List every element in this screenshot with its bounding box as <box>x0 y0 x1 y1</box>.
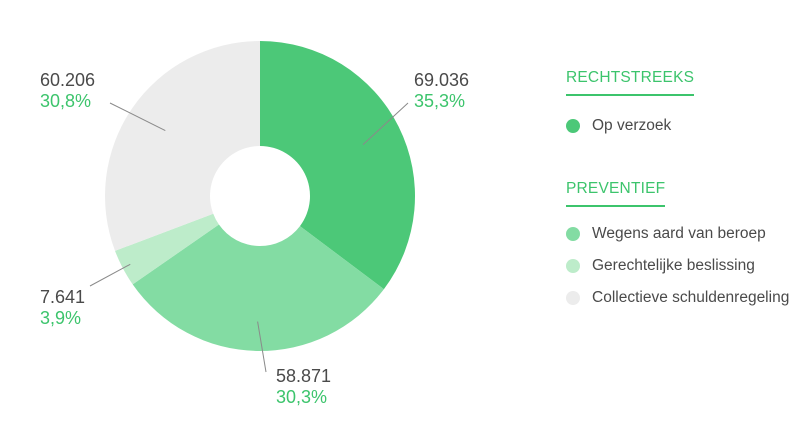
leader-line-wegens-aard-van-beroep <box>257 321 267 373</box>
legend-group-title-preventief: PREVENTIEF <box>566 180 666 207</box>
legend-label: Wegens aard van beroep <box>592 225 766 242</box>
legend-label: Collectieve schuldenregeling <box>592 289 790 306</box>
leader-line-op-verzoek <box>362 102 409 145</box>
percent-label-op-verzoek: 35,3% <box>414 91 465 111</box>
slice-op-verzoek <box>260 41 415 290</box>
percent-label-gerechtelijke-beslissing: 3,9% <box>40 308 81 328</box>
percent-label-collectieve-schuldenregeling: 30,8% <box>40 91 91 111</box>
value-label-wegens-aard-van-beroep: 58.871 <box>276 366 331 386</box>
legend-item-collectieve-schuldenregeling: Collectieve schuldenregeling <box>566 289 789 307</box>
legend-swatch <box>566 227 580 241</box>
slice-collectieve-schuldenregeling <box>105 41 261 251</box>
legend-item-op-verzoek: Op verzoek <box>566 117 671 135</box>
legend-item-wegens-aard-van-beroep: Wegens aard van beroep <box>566 225 766 243</box>
value-label-gerechtelijke-beslissing: 7.641 <box>40 287 85 307</box>
legend-group-title-rechtstreeks: RECHTSTREEKS <box>566 69 695 96</box>
legend-swatch <box>566 291 580 305</box>
value-label-collectieve-schuldenregeling: 60.206 <box>40 70 95 90</box>
value-label-op-verzoek: 69.036 <box>414 70 469 90</box>
legend-item-gerechtelijke-beslissing: Gerechtelijke beslissing <box>566 257 755 275</box>
legend-swatch <box>566 259 580 273</box>
slice-gerechtelijke-beslissing <box>115 213 219 285</box>
legend-swatch <box>566 119 580 133</box>
percent-label-wegens-aard-van-beroep: 30,3% <box>276 387 327 407</box>
legend-label: Op verzoek <box>592 117 672 134</box>
legend-label: Gerechtelijke beslissing <box>592 257 755 274</box>
leader-line-gerechtelijke-beslissing <box>89 263 131 287</box>
leader-line-collectieve-schuldenregeling <box>109 102 166 132</box>
slice-wegens-aard-van-beroep <box>132 224 384 352</box>
